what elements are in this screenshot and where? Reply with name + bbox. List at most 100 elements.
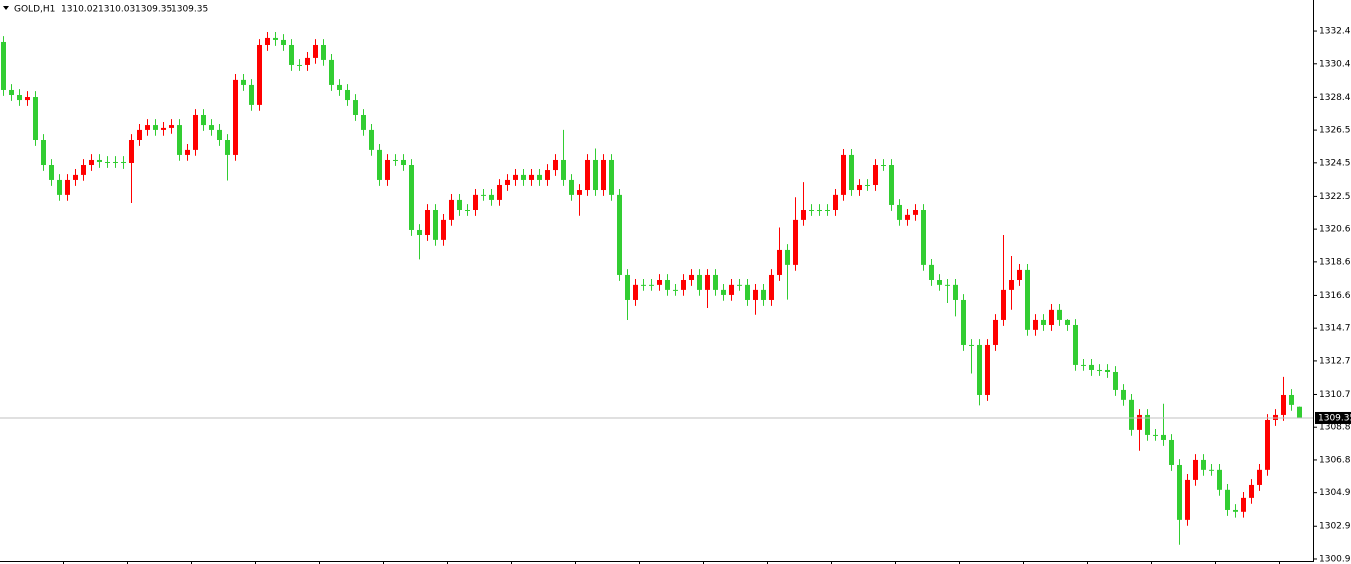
candle-body <box>153 125 158 130</box>
close-label: 1309.35 <box>171 5 208 15</box>
candle-body <box>225 139 230 155</box>
candle-body <box>1169 439 1174 465</box>
high-label: 1310.03 <box>98 5 135 15</box>
candle-body <box>753 289 758 300</box>
candle-body <box>825 209 830 211</box>
candle-body <box>241 79 246 85</box>
candle-body <box>1241 497 1246 512</box>
candle-body <box>1121 389 1126 400</box>
candle-body <box>161 127 166 130</box>
candle-body <box>1137 414 1142 430</box>
candle-body <box>9 89 14 96</box>
candle-body <box>1049 309 1054 325</box>
candle-body <box>1185 479 1190 520</box>
y-tick-label: 1310.75 <box>1319 390 1351 400</box>
candle-body <box>1153 434 1158 436</box>
candle-body <box>993 319 998 345</box>
candle-body <box>425 209 430 236</box>
candle-body <box>673 289 678 291</box>
candle-body <box>49 165 54 180</box>
candle-body <box>1249 484 1254 498</box>
candle-body <box>689 274 694 280</box>
y-tick-label: 1302.90 <box>1319 522 1351 532</box>
y-tick-label: 1306.85 <box>1319 455 1351 465</box>
candle-body <box>1017 269 1022 280</box>
candle-body <box>1105 369 1110 372</box>
candle-body <box>233 79 238 155</box>
candle-body <box>217 129 222 140</box>
y-tick-label: 1326.50 <box>1319 126 1351 136</box>
candle-body <box>857 184 862 191</box>
candle-body <box>369 129 374 150</box>
candle-body <box>625 274 630 300</box>
candle-body <box>953 284 958 300</box>
candle-body <box>545 170 550 180</box>
candle-body <box>1081 364 1086 366</box>
candle-body <box>137 129 142 140</box>
candle-body <box>665 279 670 290</box>
candle-body <box>641 284 646 286</box>
candle-body <box>465 209 470 211</box>
candle-body <box>761 289 766 300</box>
y-tick-label: 1304.90 <box>1319 488 1351 498</box>
symbol-label: GOLD,H1 <box>14 5 55 15</box>
candle-body <box>1057 309 1062 320</box>
candle-body <box>537 174 542 180</box>
candle-body <box>505 179 510 185</box>
y-tick-label: 1314.70 <box>1319 324 1351 334</box>
candle-body <box>65 179 70 195</box>
candle-body <box>881 165 886 167</box>
candle-body <box>681 279 686 290</box>
candle-body <box>649 284 654 286</box>
candle-body <box>1065 319 1070 325</box>
candle-body <box>497 184 502 200</box>
candle-body <box>657 279 662 285</box>
candle-body <box>81 165 86 175</box>
candle-body <box>705 274 710 290</box>
candle-body <box>553 159 558 171</box>
candle-body <box>289 44 294 65</box>
candle-body <box>697 274 702 290</box>
candle-body <box>1041 319 1046 325</box>
candle-body <box>521 174 526 180</box>
candle-body <box>305 57 310 65</box>
candle-body <box>737 284 742 286</box>
candle-body <box>905 214 910 220</box>
candle-body <box>1289 394 1294 405</box>
candle-body <box>1209 469 1214 471</box>
candle-body <box>529 174 534 180</box>
candle-body <box>409 165 414 230</box>
candle-body <box>1201 459 1206 470</box>
candle-body <box>121 161 126 163</box>
candle-body <box>1265 419 1270 470</box>
candle-body <box>33 97 38 140</box>
candle-body <box>801 209 806 220</box>
candle-body <box>969 344 974 346</box>
y-tick-label: 1312.75 <box>1319 356 1351 366</box>
candle-body <box>433 209 438 240</box>
candle-body <box>865 184 870 186</box>
candle-body <box>1073 324 1078 365</box>
candle-body <box>1009 279 1014 290</box>
candle-body <box>601 159 606 191</box>
candle-body <box>913 209 918 215</box>
menu-arrow[interactable] <box>3 6 9 10</box>
candle-body <box>417 229 422 236</box>
candle-body <box>273 37 278 40</box>
candle-body <box>769 274 774 300</box>
candle-body <box>633 284 638 300</box>
candle-body <box>833 194 838 210</box>
candle-body <box>113 161 118 163</box>
candle-body <box>1161 434 1166 440</box>
candle-body <box>73 174 78 180</box>
candle-body <box>873 165 878 185</box>
candle-body <box>513 174 518 180</box>
candle-body <box>313 44 318 58</box>
candle-body <box>817 209 822 211</box>
candle-body <box>721 289 726 295</box>
y-tick-label: 1330.45 <box>1319 59 1351 69</box>
candle-body <box>593 159 598 191</box>
candle-body <box>97 159 102 162</box>
candle-body <box>1129 399 1134 430</box>
candle-body <box>1273 414 1278 420</box>
